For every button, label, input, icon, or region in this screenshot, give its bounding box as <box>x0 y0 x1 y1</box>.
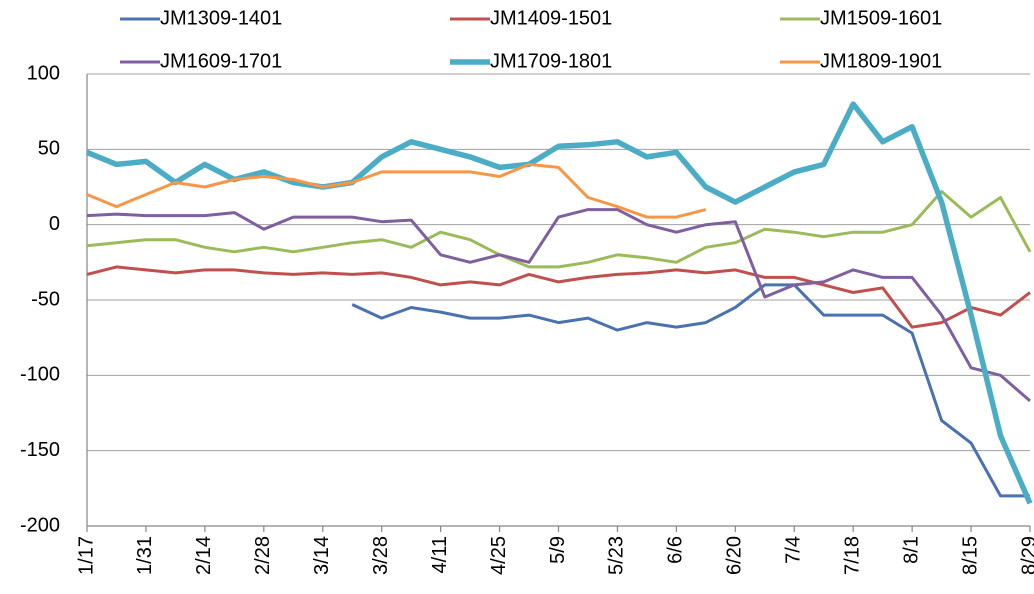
y-tick-label: -50 <box>31 288 60 310</box>
series-line <box>85 101 1033 505</box>
legend-label: JM1709-1801 <box>490 50 612 72</box>
x-tick-label: 3/28 <box>370 536 392 575</box>
x-tick-label: 6/20 <box>724 536 746 575</box>
series-line <box>86 190 1032 269</box>
x-tick-label: 5/23 <box>606 536 628 575</box>
y-tick-label: 100 <box>27 62 60 84</box>
y-tick-label: 0 <box>49 213 60 235</box>
y-tick-label: -100 <box>20 364 60 386</box>
y-tick-label: -200 <box>20 514 60 536</box>
x-tick-label: 4/11 <box>429 536 451 573</box>
x-tick-label: 1/17 <box>75 536 97 575</box>
x-tick-label: 7/4 <box>783 536 805 564</box>
series-line <box>86 162 707 219</box>
x-tick-label: 8/29 <box>1018 536 1034 575</box>
legend-label: JM1409-1501 <box>490 7 612 29</box>
legend-label: JM1609-1701 <box>160 50 282 72</box>
x-tick-label: 8/15 <box>959 536 981 575</box>
legend-label: JM1509-1601 <box>820 7 942 29</box>
series-line <box>351 283 1030 498</box>
x-tick-label: 7/18 <box>841 536 863 575</box>
x-tick-label: 3/14 <box>311 536 333 575</box>
y-tick-label: -150 <box>20 439 60 461</box>
series-line <box>86 265 1031 329</box>
x-tick-label: 2/28 <box>252 536 274 575</box>
x-tick-label: 8/1 <box>900 536 922 564</box>
x-tick-label: 2/14 <box>193 536 215 575</box>
x-tick-label: 6/6 <box>665 536 687 564</box>
legend-label: JM1809-1901 <box>820 50 942 72</box>
y-tick-label: 50 <box>38 138 60 160</box>
x-tick-label: 4/25 <box>488 536 510 575</box>
legend-label: JM1309-1401 <box>160 7 282 29</box>
x-tick-label: 1/31 <box>134 536 156 575</box>
x-tick-label: 5/9 <box>547 536 569 564</box>
series-line <box>86 208 1031 403</box>
